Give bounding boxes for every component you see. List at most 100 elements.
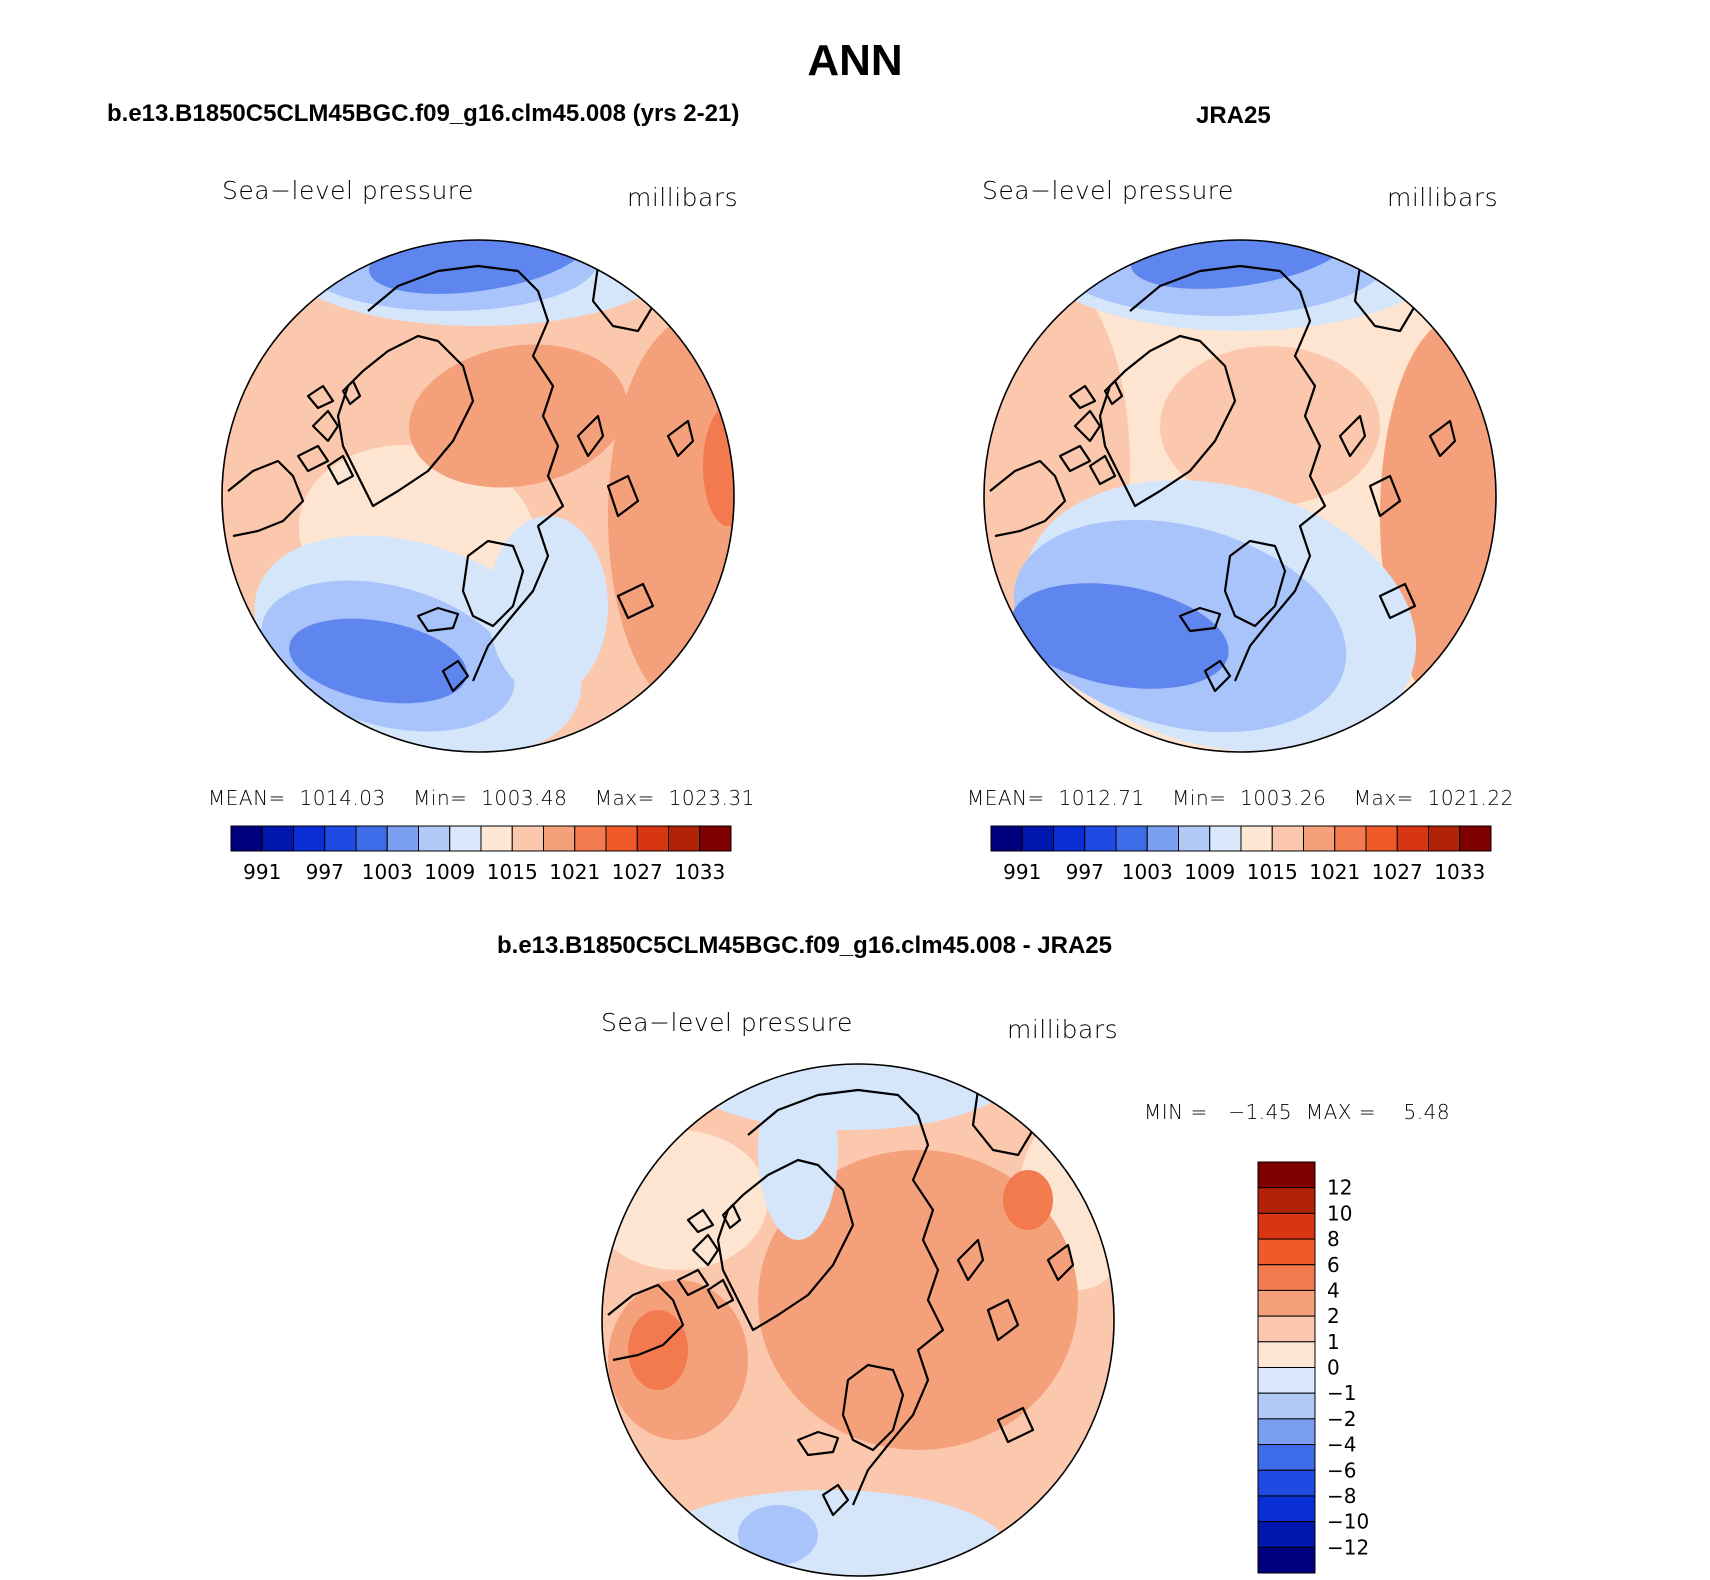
diff-colorbar-box bbox=[1257, 1392, 1316, 1420]
diff-contour-region bbox=[648, 1490, 1008, 1576]
diff-colorbar-tick-label: 2 bbox=[1327, 1304, 1340, 1328]
obs-case-title: JRA25 bbox=[1196, 102, 1271, 129]
model-max-value: 1023.31 bbox=[668, 786, 755, 810]
model-contour-region bbox=[608, 316, 734, 716]
diff-colorbar-box bbox=[1257, 1521, 1316, 1548]
obs-colorbar-box bbox=[1084, 825, 1117, 852]
diff-contour-region bbox=[678, 1064, 1018, 1130]
obs-colorbar-tick-label: 1009 bbox=[1184, 860, 1235, 884]
diff-variable-label: Sea−level pressure bbox=[601, 1008, 853, 1037]
obs-map-border bbox=[983, 239, 1497, 753]
model-contour-region bbox=[408, 344, 628, 488]
obs-colorbar-box bbox=[1428, 825, 1461, 852]
obs-min-label: Min= bbox=[1172, 786, 1227, 810]
diff-colorbar-tick-label: 8 bbox=[1327, 1227, 1340, 1251]
model-colorbar-box bbox=[324, 825, 357, 852]
obs-colorbar-box bbox=[1303, 825, 1336, 852]
obs-contour-region bbox=[1160, 346, 1380, 506]
diff-colorbar-tick-label: −4 bbox=[1327, 1433, 1356, 1457]
model-contour-region bbox=[368, 240, 588, 294]
model-contour-region bbox=[703, 406, 734, 526]
diff-colorbar-tick-label: 10 bbox=[1327, 1201, 1352, 1225]
obs-colorbar-box bbox=[1459, 825, 1492, 852]
model-units-label: millibars bbox=[627, 183, 739, 212]
diff-colorbar-box bbox=[1257, 1264, 1316, 1291]
diff-contour-region bbox=[1003, 1170, 1053, 1230]
model-mean-label: MEAN= bbox=[208, 786, 286, 810]
model-colorbar-tick-label: 1027 bbox=[612, 860, 663, 884]
diff-colorbar-box bbox=[1257, 1161, 1316, 1189]
model-colorbar-box bbox=[605, 825, 638, 852]
obs-colorbar-box bbox=[1209, 825, 1242, 852]
diff-contour-region bbox=[602, 1130, 768, 1270]
diff-colorbar-tick-label: −10 bbox=[1327, 1510, 1369, 1534]
diff-map-border bbox=[601, 1063, 1115, 1577]
diff-colorbar-tick-label: −2 bbox=[1327, 1407, 1356, 1431]
model-case-title: b.e13.B1850C5CLM45BGC.f09_g16.clm45.008 … bbox=[107, 100, 740, 127]
diff-colorbar-tick-label: 12 bbox=[1327, 1176, 1352, 1200]
model-colorbar-box bbox=[355, 825, 388, 852]
model-min-value: 1003.48 bbox=[481, 786, 568, 810]
model-mean-value: 1014.03 bbox=[299, 786, 386, 810]
model-colorbar-tick-label: 997 bbox=[306, 860, 344, 884]
diff-colorbar-tick-label: −8 bbox=[1327, 1484, 1356, 1508]
diff-contour-region bbox=[758, 1064, 838, 1240]
diff-colorbar-box bbox=[1257, 1212, 1316, 1240]
model-colorbar-tick-label: 1015 bbox=[487, 860, 538, 884]
obs-max-value: 1021.22 bbox=[1427, 786, 1514, 810]
diff-colorbar-box bbox=[1257, 1418, 1316, 1446]
model-colorbar: 991 997 1003 1009 1015 1021 1027 1033 bbox=[230, 825, 732, 884]
model-colorbar-box bbox=[418, 825, 451, 852]
diff-case-title: b.e13.B1850C5CLM45BGC.f09_g16.clm45.008 … bbox=[497, 932, 1112, 959]
diff-polar-map bbox=[601, 1063, 1115, 1577]
diff-colorbar-box bbox=[1257, 1289, 1316, 1317]
model-colorbar-box bbox=[574, 825, 607, 852]
diff-min-label: MIN = bbox=[1144, 1100, 1208, 1124]
obs-max-label: Max= bbox=[1353, 786, 1414, 810]
diff-min-value: −1.45 bbox=[1228, 1100, 1293, 1124]
model-max-label: Max= bbox=[594, 786, 655, 810]
obs-colorbar-tick-label: 1003 bbox=[1122, 860, 1173, 884]
obs-stats: MEAN= 1012.71 Min= 1003.26 Max= 1021.22 bbox=[967, 786, 1514, 810]
obs-colorbar-box bbox=[1021, 825, 1054, 852]
model-colorbar-tick-label: 991 bbox=[243, 860, 281, 884]
model-polar-map bbox=[221, 239, 735, 753]
obs-colorbar-box bbox=[1271, 825, 1304, 852]
obs-mean-label: MEAN= bbox=[967, 786, 1045, 810]
obs-colorbar-box bbox=[1053, 825, 1086, 852]
obs-colorbar-tick-label: 1021 bbox=[1309, 860, 1360, 884]
obs-colorbar-tick-label: 991 bbox=[1003, 860, 1041, 884]
obs-colorbar-tick-label: 1033 bbox=[1434, 860, 1485, 884]
diff-colorbar-box bbox=[1257, 1238, 1316, 1266]
model-colorbar-tick-label: 1033 bbox=[674, 860, 725, 884]
diff-max-value: 5.48 bbox=[1403, 1100, 1451, 1124]
obs-colorbar-tick-label: 997 bbox=[1066, 860, 1104, 884]
model-colorbar-box bbox=[261, 825, 294, 852]
obs-variable-label: Sea−level pressure bbox=[982, 176, 1234, 205]
model-colorbar-box bbox=[230, 825, 263, 852]
model-colorbar-box bbox=[386, 825, 419, 852]
obs-colorbar-tick-label: 1027 bbox=[1372, 860, 1423, 884]
model-colorbar-box bbox=[699, 825, 732, 852]
obs-colorbar-tick-label: 1015 bbox=[1247, 860, 1298, 884]
diff-colorbar-tick-label: −6 bbox=[1327, 1458, 1356, 1482]
obs-colorbar-box bbox=[1240, 825, 1273, 852]
diff-colorbar-tick-label: 6 bbox=[1327, 1253, 1340, 1277]
diff-colorbar-tick-label: −12 bbox=[1327, 1535, 1369, 1559]
obs-colorbar-box bbox=[1334, 825, 1367, 852]
diff-contour-region bbox=[628, 1310, 688, 1390]
diff-colorbar-tick-label: 0 bbox=[1327, 1356, 1340, 1380]
diff-contour-region bbox=[738, 1505, 818, 1565]
obs-units-label: millibars bbox=[1387, 183, 1499, 212]
model-min-label: Min= bbox=[413, 786, 468, 810]
model-colorbar-box bbox=[636, 825, 669, 852]
obs-polar-map bbox=[983, 239, 1497, 753]
diff-units-label: millibars bbox=[1007, 1015, 1119, 1044]
model-colorbar-box bbox=[480, 825, 513, 852]
diff-colorbar-box bbox=[1257, 1444, 1316, 1471]
model-contour-region bbox=[289, 618, 467, 704]
diff-colorbar-tick-label: −1 bbox=[1327, 1381, 1356, 1405]
diff-stats: MIN = −1.45 MAX = 5.48 bbox=[1144, 1100, 1450, 1124]
